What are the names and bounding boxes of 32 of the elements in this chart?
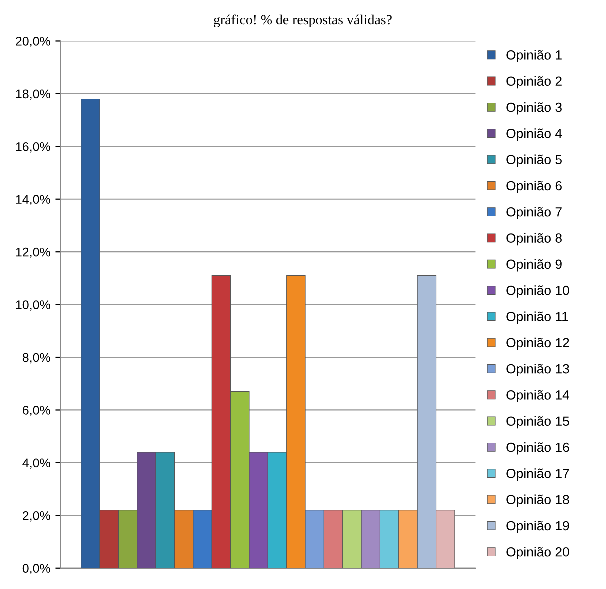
chart-title: gráfico! % de respostas válidas?	[214, 14, 392, 28]
legend-label: Opinião 15	[506, 416, 570, 429]
y-tick-label: 18,0%	[16, 90, 50, 100]
legend-label: Opinião 11	[506, 312, 568, 324]
legend-label: Opinião 8	[506, 233, 562, 246]
legend-label: Opinião 1	[506, 50, 562, 62]
legend-label: Opinião 7	[506, 207, 562, 220]
y-tick-label: 4,0%	[22, 458, 50, 470]
legend-label: Opinião 12	[506, 338, 570, 350]
legend-label: Opinião 9	[506, 259, 562, 272]
y-tick-label: 10,0%	[16, 300, 50, 311]
legend-label: Opinião 20	[506, 547, 570, 560]
legend-label: Opinião 10	[506, 286, 570, 298]
y-tick-label: 2,0%	[23, 511, 50, 522]
legend-label: Opinião 3	[506, 102, 562, 115]
legend-label: Opinião 16	[506, 442, 570, 455]
y-tick-label: 16,0%	[16, 142, 50, 153]
y-tick-label: 20,0%	[16, 37, 50, 48]
legend-label: Opinião 19	[506, 520, 570, 534]
y-tick-label: 12,0%	[16, 248, 50, 258]
y-tick-label: 6,0%	[23, 406, 50, 416]
y-tick-label: 8,0%	[22, 353, 50, 364]
legend-label: Opinião 14	[506, 390, 570, 402]
legend-label: Opinião 13	[506, 364, 570, 376]
legend-label: Opinião 4	[506, 128, 562, 141]
y-tick-label: 0,0%	[22, 564, 50, 575]
legend-label: Opinião 2	[506, 76, 562, 89]
legend-label: Opinião 5	[506, 154, 562, 168]
legend-label: Opinião 17	[506, 468, 570, 481]
y-tick-label: 14,0%	[16, 195, 50, 206]
legend-label: Opinião 18	[506, 494, 570, 508]
legend-label: Opinião 6	[506, 180, 562, 194]
